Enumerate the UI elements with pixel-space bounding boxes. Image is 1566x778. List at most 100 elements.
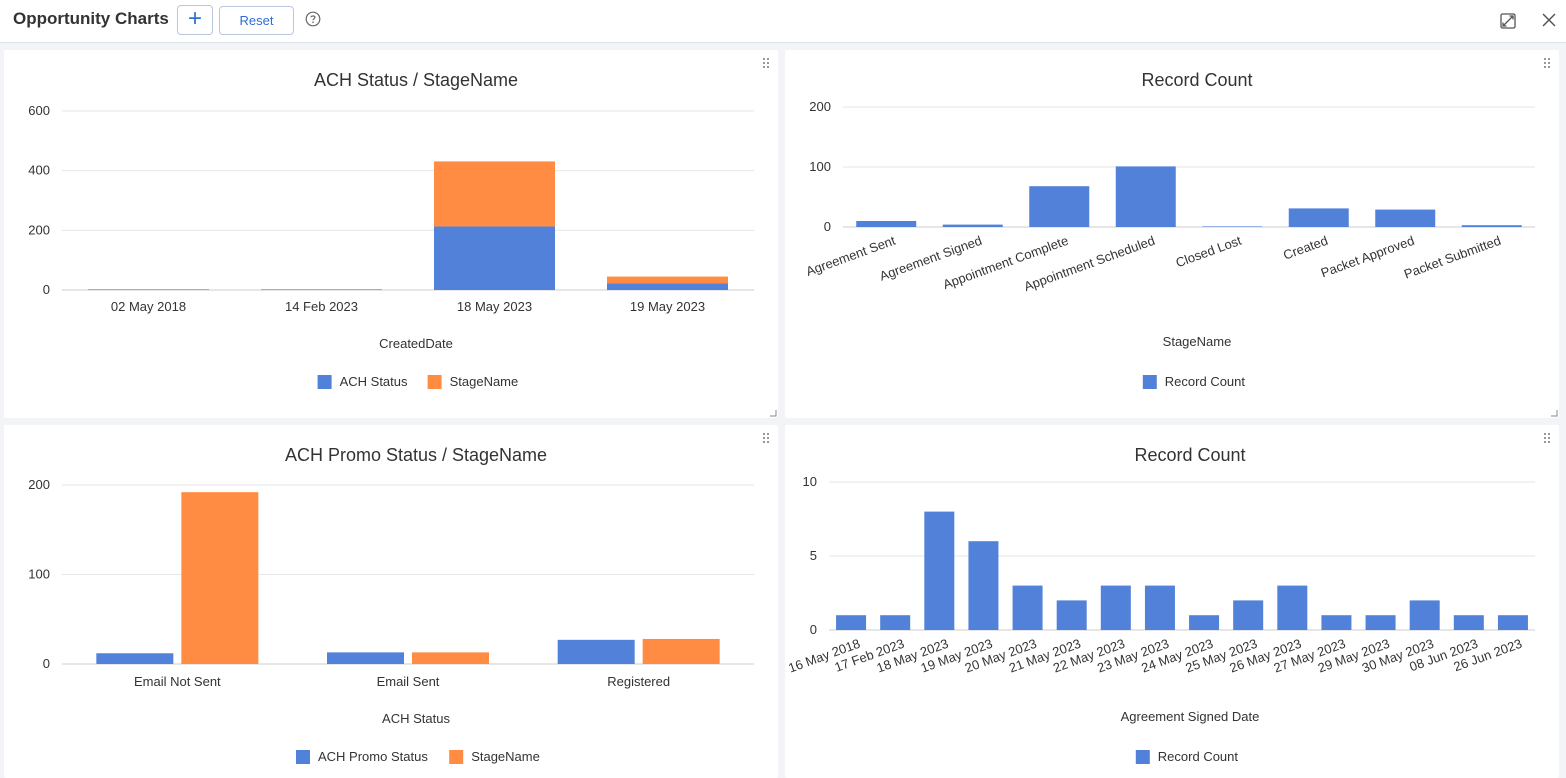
close-icon[interactable] bbox=[1541, 12, 1557, 28]
legend-swatch bbox=[317, 375, 332, 389]
bar-record-count bbox=[942, 224, 1003, 227]
x-tick-label: Registered bbox=[607, 674, 670, 689]
chart-title: Record Count bbox=[1141, 70, 1252, 90]
bar-record-count bbox=[1144, 585, 1175, 630]
help-circle-icon[interactable] bbox=[305, 11, 321, 27]
legend-swatch bbox=[296, 750, 310, 764]
bar-record-count bbox=[1115, 166, 1176, 227]
x-tick-label: Closed Lost bbox=[1174, 233, 1244, 271]
bar-stagename bbox=[642, 638, 720, 664]
bar-record-count bbox=[1288, 208, 1349, 227]
legend-label: ACH Status bbox=[340, 374, 408, 389]
y-tick-label: 200 bbox=[28, 477, 50, 492]
bar-record-count bbox=[1409, 600, 1440, 630]
bar-record-count bbox=[1321, 615, 1352, 630]
bar-stagename bbox=[261, 289, 382, 290]
page-title: Opportunity Charts bbox=[13, 9, 169, 28]
drag-handle-icon[interactable] bbox=[1542, 431, 1552, 445]
y-tick-label: 100 bbox=[28, 567, 50, 582]
bar-ach-status bbox=[434, 226, 555, 290]
bar-record-count bbox=[1100, 585, 1131, 630]
legend-swatch bbox=[1142, 375, 1157, 389]
y-tick-label: 100 bbox=[809, 159, 831, 174]
legend-label: StageName bbox=[471, 749, 540, 764]
y-tick-label: 400 bbox=[28, 163, 50, 178]
x-tick-label: 19 May 2023 bbox=[630, 299, 705, 314]
chart-title: Record Count bbox=[1134, 445, 1245, 465]
bar-record-count bbox=[1277, 585, 1308, 630]
bar-record-count bbox=[1202, 226, 1263, 227]
bar-stagename bbox=[88, 289, 209, 290]
x-tick-label: Packet Submitted bbox=[1402, 233, 1503, 282]
x-axis-label: ACH Status bbox=[382, 711, 450, 726]
bar-record-count bbox=[1012, 585, 1043, 630]
x-axis-label: CreatedDate bbox=[379, 336, 453, 351]
chart-panel-ach-promo-status: ACH Promo Status / StageName 0 100 200 Email… bbox=[4, 425, 778, 778]
bar-record-count bbox=[1375, 209, 1436, 227]
bar-stagename bbox=[412, 652, 489, 664]
bar-record-count bbox=[1497, 615, 1528, 630]
x-tick-label: 18 May 2023 bbox=[457, 299, 532, 314]
expand-icon[interactable] bbox=[1499, 12, 1517, 30]
bar-record-count bbox=[1056, 600, 1087, 630]
chart-panel-ach-status: ACH Status / StageName 0 200 400 600 02 May 2… bbox=[4, 50, 778, 418]
x-tick-label: 02 May 2018 bbox=[111, 299, 186, 314]
drag-handle-icon[interactable] bbox=[1542, 56, 1552, 70]
chart-panel-record-count-date: Record Count 0 5 10 16 May 2018 17 Feb 2023 18… bbox=[785, 425, 1559, 778]
bar-record-count bbox=[1189, 615, 1220, 630]
y-tick-label: 200 bbox=[28, 222, 50, 237]
chart-title: ACH Status / StageName bbox=[314, 70, 518, 90]
bar-record-count bbox=[924, 511, 955, 630]
bar-stagename bbox=[607, 276, 728, 284]
bar-ach-promo-status bbox=[557, 639, 635, 664]
chart-panel-record-count-stage: Record Count 0 100 200 Agreement Sent Agreeme… bbox=[785, 50, 1559, 418]
drag-handle-icon[interactable] bbox=[761, 56, 771, 70]
legend-label: ACH Promo Status bbox=[318, 749, 428, 764]
y-tick-label: 0 bbox=[810, 622, 817, 637]
add-chart-button[interactable]: + bbox=[177, 5, 213, 35]
bar-ach-promo-status bbox=[327, 652, 404, 664]
legend-label: Record Count bbox=[1158, 749, 1239, 764]
chart-title: ACH Promo Status / StageName bbox=[285, 445, 547, 465]
bar-record-count bbox=[1029, 186, 1090, 227]
x-tick-label: 14 Feb 2023 bbox=[285, 299, 358, 314]
resize-handle-icon[interactable] bbox=[769, 409, 777, 417]
bar-record-count bbox=[1453, 615, 1484, 630]
bar-record-count bbox=[856, 221, 917, 227]
legend-swatch bbox=[427, 375, 442, 389]
x-tick-label: Email Sent bbox=[377, 674, 440, 689]
chart-ach-status: ACH Status / StageName 0 200 400 600 02 May 2… bbox=[28, 70, 754, 389]
y-tick-label: 200 bbox=[809, 99, 831, 114]
legend-swatch bbox=[449, 750, 464, 764]
bar-record-count bbox=[968, 541, 999, 630]
x-tick-label: Created bbox=[1281, 233, 1330, 263]
bar-stagename bbox=[181, 492, 259, 664]
chart-ach-promo-status: ACH Promo Status / StageName 0 100 200 Email… bbox=[28, 445, 754, 764]
y-tick-label: 5 bbox=[810, 548, 817, 563]
header-bar: Opportunity Charts + Reset bbox=[0, 0, 1566, 43]
x-tick-label: Packet Approved bbox=[1319, 233, 1416, 281]
bar-ach-promo-status bbox=[96, 653, 174, 664]
resize-handle-icon[interactable] bbox=[1550, 409, 1558, 417]
x-tick-label: Email Not Sent bbox=[134, 674, 221, 689]
bar-stagename bbox=[434, 161, 555, 227]
legend-swatch bbox=[1135, 750, 1150, 764]
x-axis-label: Agreement Signed Date bbox=[1121, 709, 1260, 724]
bar-record-count bbox=[836, 615, 867, 630]
legend-label: StageName bbox=[450, 374, 519, 389]
bar-record-count bbox=[1365, 615, 1396, 630]
reset-button[interactable]: Reset bbox=[219, 6, 294, 35]
bar-ach-status bbox=[607, 283, 728, 290]
bar-record-count bbox=[1233, 600, 1264, 630]
x-axis-label: StageName bbox=[1163, 334, 1232, 349]
bar-record-count bbox=[1461, 225, 1522, 227]
bar-record-count bbox=[880, 615, 911, 630]
y-tick-label: 600 bbox=[28, 103, 50, 118]
y-tick-label: 0 bbox=[824, 219, 831, 234]
y-tick-label: 0 bbox=[43, 282, 50, 297]
legend-label: Record Count bbox=[1165, 374, 1246, 389]
drag-handle-icon[interactable] bbox=[761, 431, 771, 445]
y-tick-label: 0 bbox=[43, 656, 50, 671]
